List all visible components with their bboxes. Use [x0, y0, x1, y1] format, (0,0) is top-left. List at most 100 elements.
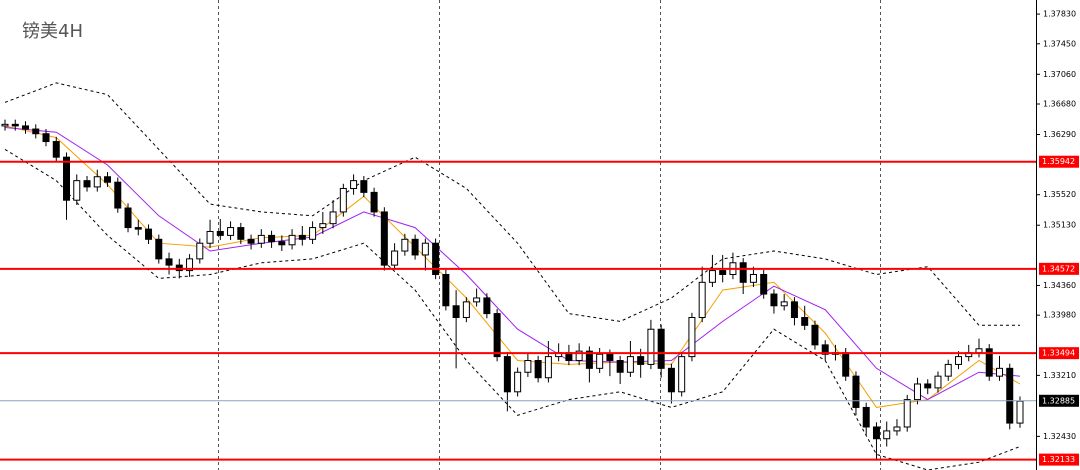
candle	[298, 226, 306, 246]
candle-body	[862, 406, 870, 428]
candle	[104, 172, 112, 187]
candle-body	[739, 262, 747, 283]
candle-body	[411, 238, 419, 256]
candle	[544, 340, 552, 383]
candle	[421, 238, 429, 271]
candle-body	[134, 227, 142, 230]
candle	[801, 305, 809, 331]
candle-body	[421, 242, 429, 256]
candle-body	[360, 180, 368, 193]
candle-body	[32, 128, 40, 135]
candle	[268, 230, 276, 248]
candle-body	[975, 348, 983, 354]
candle-body	[503, 356, 511, 393]
candle	[585, 346, 593, 383]
candle-body	[93, 176, 101, 188]
candle	[616, 355, 624, 384]
candle	[401, 233, 409, 256]
y-tick-label: 1.35520	[1043, 190, 1076, 199]
candle-body	[688, 317, 696, 358]
level-label-box	[1039, 155, 1079, 168]
candle-body	[616, 360, 624, 373]
candle	[995, 355, 1003, 381]
candle	[319, 211, 327, 234]
price-label: 1.32885	[1042, 396, 1075, 405]
price-label-box	[1039, 394, 1079, 407]
candle-body	[626, 356, 634, 373]
candle	[514, 367, 522, 397]
candle-body	[483, 297, 491, 315]
candle-body	[544, 356, 552, 379]
candle-body	[319, 223, 327, 229]
candle-body	[237, 227, 245, 240]
candle-body	[473, 297, 481, 303]
candle-body	[42, 133, 50, 143]
candle-body	[585, 350, 593, 369]
candle-body	[370, 191, 378, 213]
candle-body	[63, 156, 71, 201]
candle	[770, 289, 778, 314]
candle-body	[667, 367, 675, 393]
y-tick-label: 1.37450	[1043, 39, 1076, 48]
candle-body	[145, 228, 153, 240]
candle-body	[52, 141, 60, 158]
level-label-box	[1039, 262, 1079, 275]
y-tick-label: 1.33210	[1043, 371, 1076, 380]
candle	[432, 238, 440, 280]
candle	[790, 297, 798, 326]
candle	[411, 234, 419, 260]
candle-body	[821, 344, 829, 355]
candle	[596, 348, 604, 374]
candle-body	[872, 426, 880, 440]
candle-body	[913, 383, 921, 401]
level-label: 1.32133	[1042, 455, 1075, 464]
candle-body	[165, 258, 173, 266]
candle-body	[995, 367, 1003, 377]
candle-body	[22, 125, 30, 130]
candle-body	[1016, 400, 1024, 424]
candle-body	[749, 273, 757, 283]
candle	[165, 252, 173, 275]
level-label: 1.33494	[1042, 349, 1075, 358]
indicator-line	[4, 127, 1021, 401]
candle-body	[985, 348, 993, 377]
candle-body	[73, 180, 81, 201]
level-label-box	[1039, 453, 1079, 466]
candle-body	[216, 230, 224, 236]
candle	[257, 229, 265, 248]
candle-body	[288, 234, 296, 246]
candle-body	[719, 270, 727, 275]
candle	[934, 371, 942, 393]
candle	[913, 377, 921, 405]
candle	[22, 121, 30, 134]
candle	[678, 351, 686, 397]
candle-body	[954, 356, 962, 365]
candle	[667, 363, 675, 404]
candle-body	[678, 356, 686, 393]
candle-body	[944, 363, 952, 377]
candle	[114, 177, 122, 213]
candle	[247, 234, 255, 250]
candle-body	[514, 371, 522, 393]
candle	[872, 422, 880, 461]
candle-body	[801, 317, 809, 326]
candle-body	[257, 234, 265, 244]
candle-body	[155, 238, 163, 260]
candle	[473, 288, 481, 307]
candle-body	[462, 301, 470, 319]
candle	[708, 254, 716, 288]
candle	[657, 324, 665, 378]
candle-body	[924, 383, 932, 389]
candle-body	[196, 242, 204, 260]
candle	[739, 258, 747, 295]
candle-body	[657, 328, 665, 369]
candle	[237, 222, 245, 244]
candle	[52, 136, 60, 162]
candle	[647, 319, 655, 370]
candle-body	[493, 313, 501, 358]
candle	[452, 290, 460, 369]
candle	[329, 200, 337, 229]
candle-body	[883, 430, 891, 440]
candle-body	[893, 426, 901, 432]
candle-body	[247, 238, 255, 244]
